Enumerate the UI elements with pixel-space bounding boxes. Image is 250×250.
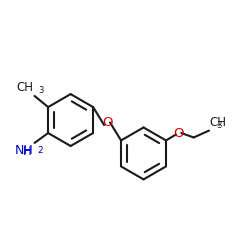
Text: 3: 3 bbox=[38, 86, 44, 96]
Text: 3: 3 bbox=[216, 121, 221, 130]
Text: NH: NH bbox=[15, 144, 34, 157]
Text: CH: CH bbox=[16, 81, 33, 94]
Text: O: O bbox=[173, 126, 184, 140]
Text: O: O bbox=[102, 116, 112, 129]
Text: CH: CH bbox=[210, 116, 226, 128]
Text: H: H bbox=[23, 146, 32, 158]
Text: 2: 2 bbox=[38, 146, 43, 155]
